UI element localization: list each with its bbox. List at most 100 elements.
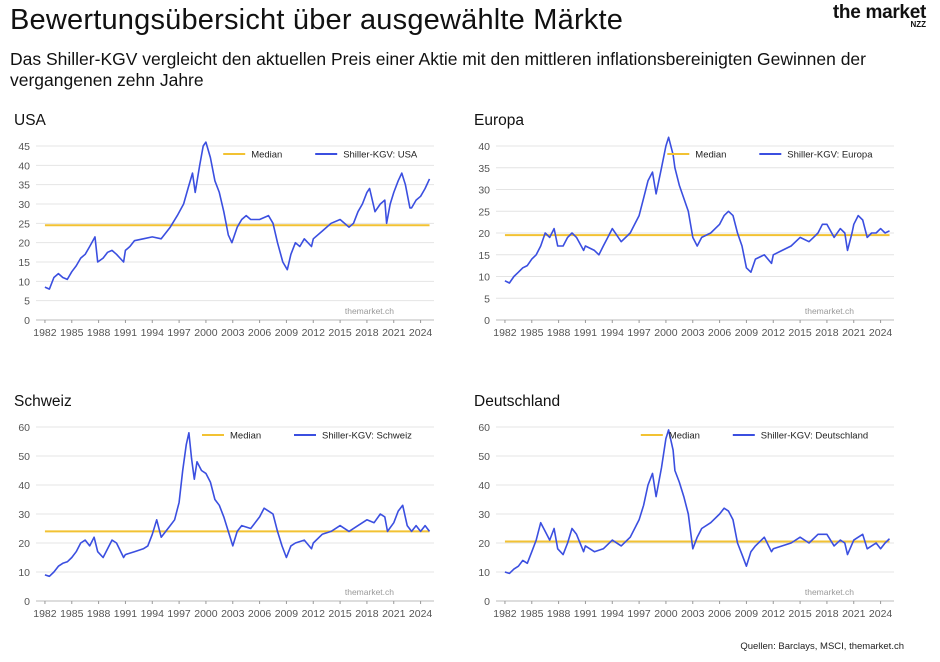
y-tick-label: 20 [478, 538, 490, 550]
x-tick-label: 1997 [167, 608, 191, 620]
legend-median-label: Median [695, 150, 726, 161]
y-tick-label: 0 [24, 596, 30, 608]
y-tick-label: 40 [478, 480, 490, 492]
x-tick-label: 1982 [33, 327, 57, 339]
y-tick-label: 0 [484, 596, 490, 608]
x-tick-label: 2012 [302, 608, 326, 620]
x-tick-label: 2018 [355, 327, 379, 339]
x-tick-label: 1985 [520, 327, 544, 339]
y-tick-label: 25 [478, 206, 490, 218]
x-tick-label: 2000 [654, 608, 678, 620]
y-tick-label: 35 [18, 180, 30, 192]
x-tick-label: 1994 [601, 327, 625, 339]
x-tick-label: 1991 [574, 327, 598, 339]
y-tick-label: 5 [24, 296, 30, 308]
x-tick-label: 1991 [574, 608, 598, 620]
x-tick-label: 1994 [141, 327, 165, 339]
y-tick-label: 30 [18, 509, 30, 521]
x-tick-label: 1982 [33, 608, 57, 620]
y-tick-label: 20 [18, 538, 30, 550]
shiller-series-line [44, 432, 431, 578]
y-tick-label: 50 [18, 451, 30, 463]
x-tick-label: 2015 [788, 327, 812, 339]
x-tick-label: 1985 [520, 608, 544, 620]
x-tick-label: 2012 [302, 327, 326, 339]
legend: Median Shiller-KGV: Schweiz [202, 431, 412, 442]
x-tick-label: 1988 [547, 608, 571, 620]
legend: Median Shiller-KGV: Deutschland [640, 431, 868, 442]
legend-series-label: Shiller-KGV: Deutschland [761, 431, 868, 442]
y-tick-label: 30 [478, 185, 490, 197]
x-tick-label: 2009 [275, 327, 299, 339]
chart-svg-usa: 0 5 10 15 20 25 30 35 40 45 1982 1985 1988 1991 1994 19… [18, 141, 434, 339]
x-tick-label: 2006 [708, 327, 732, 339]
chart-title: USA [14, 112, 46, 129]
x-tick-label: 2015 [328, 327, 352, 339]
watermark: themarket.ch [345, 306, 394, 316]
x-tick-label: 2021 [382, 327, 406, 339]
y-tick-label: 20 [478, 228, 490, 240]
shiller-series-line [504, 429, 891, 575]
x-tick-label: 1997 [167, 327, 191, 339]
chart-usa: USA 0 5 10 15 20 25 30 35 40 45 1982 1985 1988 1991 19… [14, 112, 454, 344]
x-tick-label: 2006 [708, 608, 732, 620]
watermark: themarket.ch [805, 587, 854, 597]
y-tick-label: 60 [18, 422, 30, 434]
x-tick-label: 2018 [815, 608, 839, 620]
x-tick-label: 2003 [681, 608, 705, 620]
x-tick-label: 1994 [141, 608, 165, 620]
x-tick-label: 2021 [842, 608, 866, 620]
x-tick-label: 2000 [194, 608, 218, 620]
y-tick-label: 0 [24, 315, 30, 327]
x-tick-label: 1997 [627, 608, 651, 620]
x-tick-label: 2000 [654, 327, 678, 339]
x-tick-label: 2018 [355, 608, 379, 620]
x-tick-label: 2021 [842, 327, 866, 339]
chart-schweiz: Schweiz 0 10 20 30 40 50 60 1982 1985 1988 1991 199… [14, 393, 454, 625]
shiller-series-line [504, 136, 890, 284]
y-tick-label: 60 [478, 422, 490, 434]
page-title: Bewertungsübersicht über ausgewählte Mär… [10, 4, 624, 36]
y-tick-label: 45 [18, 141, 30, 153]
x-tick-label: 1991 [114, 608, 138, 620]
page-subtitle: Das Shiller-KGV vergleicht den aktuellen… [10, 49, 866, 90]
x-tick-label: 1985 [60, 327, 84, 339]
x-tick-label: 2003 [681, 327, 705, 339]
x-tick-label: 2015 [328, 608, 352, 620]
legend: Median Shiller-KGV: Europa [667, 150, 873, 161]
brand-sub: NZZ [910, 20, 926, 29]
x-tick-label: 2000 [194, 327, 218, 339]
x-tick-label: 2015 [788, 608, 812, 620]
y-tick-label: 20 [18, 238, 30, 250]
x-tick-label: 2024 [409, 327, 433, 339]
x-tick-label: 2009 [735, 608, 759, 620]
legend-series-label: Shiller-KGV: Europa [787, 150, 873, 161]
x-tick-label: 2024 [409, 608, 433, 620]
y-tick-label: 15 [478, 250, 490, 262]
y-tick-label: 30 [478, 509, 490, 521]
y-tick-label: 25 [18, 218, 30, 230]
brand-name: the market [832, 2, 926, 23]
legend-series-label: Shiller-KGV: USA [343, 150, 418, 161]
y-tick-label: 40 [18, 480, 30, 492]
x-tick-label: 2006 [248, 327, 272, 339]
x-tick-label: 1988 [547, 327, 571, 339]
x-tick-label: 1997 [627, 327, 651, 339]
x-tick-label: 1982 [493, 327, 517, 339]
y-tick-label: 10 [478, 567, 490, 579]
legend: Median Shiller-KGV: USA [223, 150, 418, 161]
x-tick-label: 2024 [869, 327, 893, 339]
x-tick-label: 2003 [221, 327, 245, 339]
y-tick-label: 40 [478, 141, 490, 153]
y-tick-label: 15 [18, 257, 30, 269]
y-tick-label: 10 [18, 567, 30, 579]
x-tick-label: 2021 [382, 608, 406, 620]
x-tick-label: 1982 [493, 608, 517, 620]
x-tick-label: 2012 [762, 327, 786, 339]
x-tick-label: 2003 [221, 608, 245, 620]
chart-title: Schweiz [14, 393, 72, 410]
watermark: themarket.ch [345, 587, 394, 597]
sources-note: Quellen: Barclays, MSCI, themarket.ch [740, 641, 904, 652]
x-tick-label: 1985 [60, 608, 84, 620]
x-tick-label: 2012 [762, 608, 786, 620]
